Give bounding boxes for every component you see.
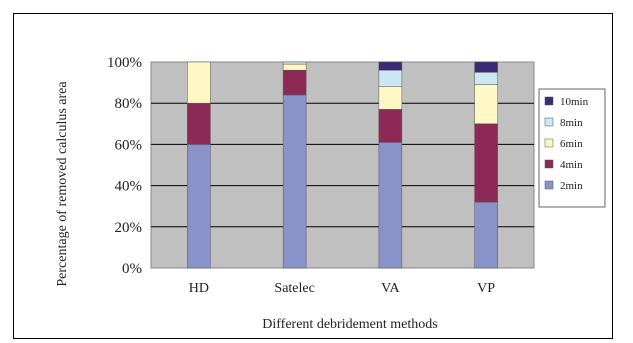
- x-tick-label: Satelec: [274, 281, 314, 296]
- y-tick-label: 60%: [115, 137, 143, 153]
- bar-segment-4min: [378, 109, 403, 143]
- bar-segment-6min: [474, 84, 498, 125]
- legend-label: 8min: [560, 117, 583, 129]
- bar-segment-4min: [187, 102, 211, 145]
- x-tick-label: HD: [189, 281, 209, 296]
- bar-segment-4min: [282, 69, 307, 96]
- x-tick-label: VA: [381, 281, 400, 296]
- bars: [187, 61, 498, 269]
- y-tick-label: 40%: [115, 179, 143, 195]
- plot-area: [150, 61, 535, 269]
- y-axis-ticks: 0% 20% 40% 60% 80% 100%: [107, 55, 142, 277]
- x-axis-ticks: HD Satelec VA VP: [189, 281, 496, 296]
- y-tick-label: 0%: [122, 261, 142, 277]
- bar-segment-6min: [378, 86, 403, 110]
- legend-label: 10min: [560, 96, 589, 108]
- bar-segment-2min: [378, 142, 403, 269]
- y-axis-title: Percentage of removed calculus area: [55, 81, 70, 287]
- y-tick-label: 100%: [107, 55, 142, 71]
- bar-segment-8min: [474, 72, 498, 85]
- grid-lines: [151, 102, 534, 228]
- bar-segment-2min: [282, 94, 307, 269]
- x-tick-label: VP: [477, 281, 495, 296]
- bar-segment-6min: [282, 63, 307, 71]
- bar-segment-6min: [187, 61, 211, 104]
- legend-swatch: [544, 117, 554, 127]
- legend-label: 6min: [560, 138, 583, 150]
- legend-swatch: [544, 159, 554, 169]
- legend-swatch: [544, 138, 554, 148]
- bar-segment-4min: [474, 123, 498, 203]
- y-tick-label: 80%: [115, 96, 143, 112]
- legend-label: 2min: [560, 180, 583, 192]
- stacked-bar-chart: 0% 20% 40% 60% 80% 100% HD Satelec VA VP Percent…: [55, 55, 606, 332]
- chart-frame: 0% 20% 40% 60% 80% 100% HD Satelec VA VP Percent…: [13, 13, 613, 339]
- x-axis-title: Different debridement methods: [262, 317, 437, 332]
- legend-swatch: [544, 180, 554, 190]
- y-tick-label: 20%: [115, 220, 143, 236]
- bar-segment-8min: [378, 69, 403, 87]
- legend-swatch: [544, 96, 554, 106]
- bar-segment-10min: [378, 61, 403, 71]
- legend-label: 4min: [560, 159, 583, 171]
- bar-segment-2min: [187, 144, 211, 269]
- bar-segment-8min: [282, 61, 307, 65]
- bar-segment-2min: [474, 201, 498, 269]
- legend: 10min 8min 6min 4min 2min: [538, 88, 606, 208]
- bar-segment-10min: [474, 61, 498, 73]
